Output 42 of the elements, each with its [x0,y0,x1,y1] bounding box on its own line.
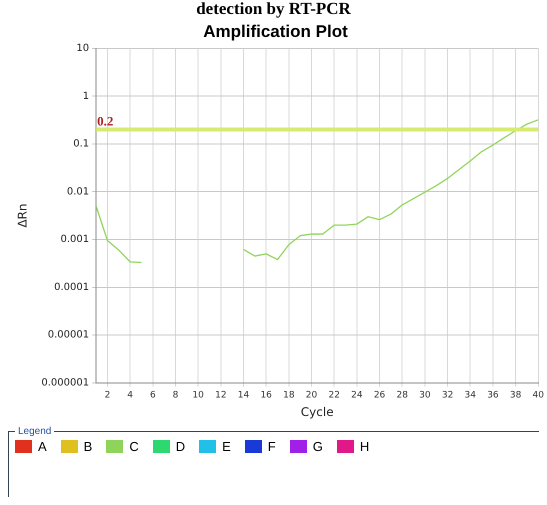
x-tick-label: 4 [127,390,134,401]
x-tick-label: 40 [532,390,544,401]
x-tick-label: 36 [487,390,499,401]
legend-label: D [176,439,186,454]
x-tick-label: 8 [172,390,179,401]
y-tick-label: 0.000001 [41,377,90,388]
x-tick-label: 14 [238,390,250,401]
x-tick-label: 22 [328,390,340,401]
x-tick-label: 34 [464,390,476,401]
y-tick-label: 0.001 [60,234,90,246]
x-tick-label: 24 [351,390,363,401]
legend-label: G [312,439,323,454]
chart-title: detection by RT-PCR [195,0,352,20]
legend-label: F [268,439,276,454]
x-axis-title: Cycle [300,404,334,419]
y-axis-title: ΔRn [15,204,30,228]
y-tick-label: 0.0001 [54,282,90,293]
ref-line-label: 0.2 [97,113,114,128]
x-tick-label: 16 [260,390,272,401]
legend-label: H [360,439,370,454]
x-tick-label: 38 [510,390,522,401]
x-tick-label: 32 [442,390,454,401]
x-tick-label: 28 [396,390,408,401]
x-tick-label: 12 [215,390,227,401]
x-tick-label: 10 [192,390,204,401]
x-tick-label: 30 [419,390,431,401]
legend-label: C [129,439,139,454]
x-tick-label: 2 [104,390,110,401]
y-tick-label: 0.01 [66,186,90,198]
legend-label: E [222,439,231,454]
x-tick-label: 18 [283,390,295,401]
y-tick-label: 0.1 [73,138,90,150]
y-tick-label: 0.00001 [48,330,90,341]
y-tick-label: 10 [76,42,90,54]
legend-label: A [38,439,47,454]
y-tick-label: 1 [82,90,90,102]
legend-title: Legend [17,426,52,437]
x-tick-label: 6 [150,390,156,401]
legend-label: B [84,439,92,454]
x-tick-label: 20 [306,390,318,401]
chart-subtitle: Amplification Plot [203,22,348,41]
x-tick-label: 26 [374,390,386,401]
